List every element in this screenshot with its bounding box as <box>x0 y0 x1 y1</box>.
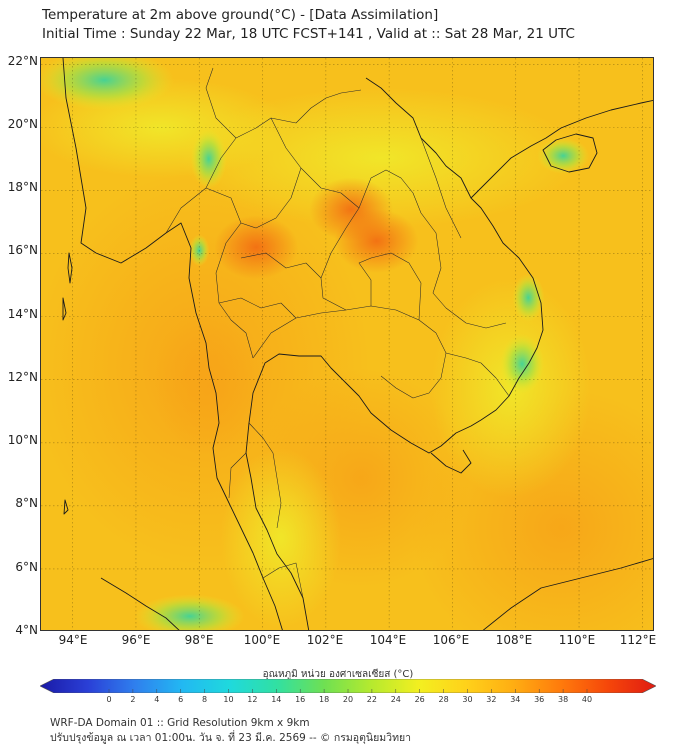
colorbar-tick-label: 12 <box>247 695 258 704</box>
cool-temperature-spot <box>500 333 545 394</box>
cool-spots <box>41 58 590 630</box>
temperature-map <box>40 57 654 631</box>
lon-label-108e: 108°E <box>495 633 533 647</box>
colorbar-tick-label: 22 <box>366 695 377 704</box>
lat-label-12n: 12°N <box>7 370 38 384</box>
lat-label-6n: 6°N <box>15 560 38 574</box>
lon-label-106e: 106°E <box>432 633 470 647</box>
cool-temperature-spot <box>134 594 245 630</box>
title-line-1: Temperature at 2m above ground(°C) - [Da… <box>42 7 439 23</box>
colorbar-tick-label: 34 <box>510 695 521 704</box>
colorbar-tick-label: 38 <box>558 695 569 704</box>
cool-temperature-spot <box>537 137 590 174</box>
title-line-2: Initial Time : Sunday 22 Mar, 18 UTC FCS… <box>42 26 575 42</box>
colorbar-tick-label: 16 <box>295 695 306 704</box>
map-title: Temperature at 2m above ground(°C) - [Da… <box>42 6 575 44</box>
lon-label-100e: 100°E <box>243 633 281 647</box>
lon-label-96e: 96°E <box>121 633 151 647</box>
lon-label-102e: 102°E <box>306 633 344 647</box>
colorbar-tick-marks <box>108 689 588 693</box>
colorbar <box>39 678 657 694</box>
footer-line-1: WRF-DA Domain 01 :: Grid Resolution 9km … <box>50 717 310 729</box>
warm-spots <box>153 177 419 456</box>
lon-label-94e: 94°E <box>58 633 88 647</box>
warm-temperature-spot <box>214 215 299 280</box>
colorbar-title: อุณหภูมิ หน่วย องศาเซลเซียส (°C) <box>262 669 414 680</box>
colorbar-tick-label: 24 <box>390 695 401 704</box>
colorbar-tick-label: 30 <box>462 695 473 704</box>
lat-label-18n: 18°N <box>7 180 38 194</box>
colorbar-tick-label: 14 <box>271 695 282 704</box>
cool-temperature-spot <box>189 234 210 267</box>
lon-label-104e: 104°E <box>369 633 407 647</box>
lat-label-10n: 10°N <box>7 433 38 447</box>
footer: WRF-DA Domain 01 :: Grid Resolution 9km … <box>50 716 411 746</box>
colorbar-tick-label: 18 <box>319 695 330 704</box>
colorbar-tick-label: 10 <box>223 695 234 704</box>
colorbar-tick-label: 26 <box>414 695 425 704</box>
lon-label-112e: 112°E <box>619 633 657 647</box>
coastlines <box>62 58 653 630</box>
warm-temperature-spot <box>153 316 264 456</box>
lat-label-16n: 16°N <box>7 243 38 257</box>
colorbar-tick-label: 8 <box>202 695 208 704</box>
warm-temperature-spot <box>334 208 419 273</box>
colorbar-tick-label: 40 <box>581 695 593 704</box>
cool-temperature-spot <box>41 58 175 111</box>
lat-label-8n: 8°N <box>15 496 38 510</box>
colorbar-tick-label: 20 <box>342 695 354 704</box>
cool-temperature-spot <box>512 273 545 322</box>
colorbar-svg <box>39 678 657 694</box>
lat-label-22n: 22°N <box>7 54 38 68</box>
colorbar-tick-label: 6 <box>178 695 184 704</box>
peninsula-yellow-area <box>221 448 341 628</box>
colorbar-tick-label: 28 <box>438 695 449 704</box>
cool-temperature-spot <box>190 128 227 189</box>
temperature-map-svg <box>41 58 653 630</box>
lon-label-98e: 98°E <box>184 633 214 647</box>
colorbar-tick-label: 2 <box>130 695 136 704</box>
footer-line-2: ปรับปรุงข้อมูล ณ เวลา 01:00น. วัน จ. ที่… <box>50 732 412 744</box>
lat-label-4n: 4°N <box>15 623 38 637</box>
lon-label-110e: 110°E <box>558 633 596 647</box>
colorbar-tick-label: 0 <box>106 695 112 704</box>
lat-label-20n: 20°N <box>7 117 38 131</box>
colorbar-tick-label: 36 <box>534 695 545 704</box>
admin-borders <box>165 67 510 599</box>
lat-label-14n: 14°N <box>7 307 38 321</box>
colorbar-tick-label: 4 <box>154 695 160 704</box>
colorbar-tick-label: 32 <box>486 695 497 704</box>
